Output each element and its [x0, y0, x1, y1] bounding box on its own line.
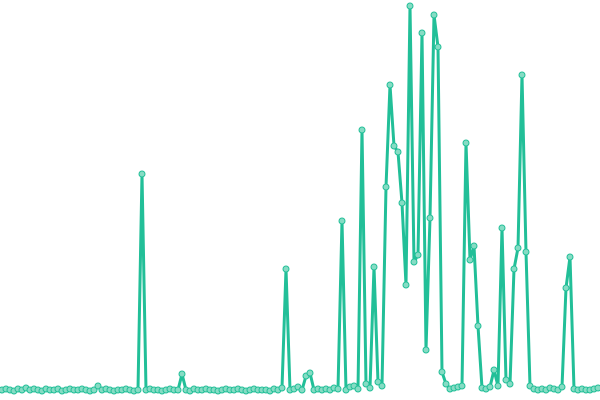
point — [386, 81, 394, 89]
point — [134, 386, 142, 394]
point — [94, 382, 102, 390]
point — [362, 380, 370, 388]
point — [398, 199, 406, 207]
point — [298, 386, 306, 394]
point — [498, 224, 506, 232]
point — [442, 380, 450, 388]
point — [470, 242, 478, 250]
point — [514, 244, 522, 252]
point — [174, 386, 182, 394]
point — [338, 217, 346, 225]
point — [422, 346, 430, 354]
point — [558, 383, 566, 391]
point — [390, 142, 398, 150]
point — [278, 384, 286, 392]
point — [502, 376, 510, 384]
point — [410, 258, 418, 266]
point — [90, 386, 98, 394]
point — [426, 214, 434, 222]
point — [406, 2, 414, 10]
point — [566, 253, 574, 261]
point — [402, 281, 410, 289]
point — [378, 382, 386, 390]
point — [178, 370, 186, 378]
line — [1, 4, 599, 393]
point — [358, 126, 366, 134]
point — [306, 369, 314, 377]
point — [474, 322, 482, 330]
point — [494, 382, 502, 390]
point — [438, 368, 446, 376]
point — [594, 384, 600, 392]
point — [382, 183, 390, 191]
point — [518, 71, 526, 79]
point — [510, 265, 518, 273]
point — [374, 378, 382, 386]
point — [418, 29, 426, 37]
point — [282, 265, 290, 273]
point — [334, 385, 342, 393]
point — [522, 248, 530, 256]
point — [366, 384, 374, 392]
point — [370, 263, 378, 271]
point — [490, 366, 498, 374]
point — [354, 385, 362, 393]
point — [562, 284, 570, 292]
point — [486, 383, 494, 391]
point — [466, 256, 474, 264]
point — [430, 11, 438, 19]
point — [434, 43, 442, 51]
point — [414, 251, 422, 259]
point — [462, 139, 470, 147]
point — [394, 148, 402, 156]
point — [458, 382, 466, 390]
point — [506, 380, 514, 388]
point — [138, 170, 146, 178]
